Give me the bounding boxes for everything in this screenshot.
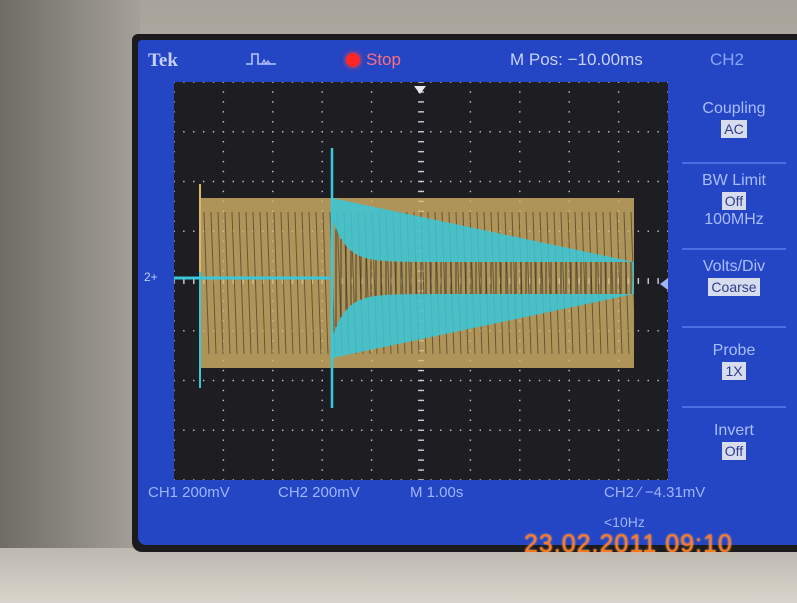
probe-button[interactable]: Probe 1X xyxy=(676,342,792,381)
waveform-display xyxy=(174,82,668,480)
probe-label: Probe xyxy=(676,342,792,360)
ch2-scale-readout: CH2 200mV xyxy=(278,484,360,501)
volts-div-label: Volts/Div xyxy=(676,258,792,276)
bw-limit-button[interactable]: BW Limit Off 100MHz xyxy=(676,172,792,229)
ch2-ground-marker-icon: 2+ xyxy=(144,270,158,284)
frequency-readout: <10Hz xyxy=(604,514,645,530)
channel-menu-title: CH2 xyxy=(710,50,744,72)
bezel-left-shadow xyxy=(0,0,140,603)
coupling-button[interactable]: Coupling AC xyxy=(676,100,792,139)
menu-divider xyxy=(682,248,786,250)
brand-logo: Tek xyxy=(148,50,178,72)
bw-limit-value: Off xyxy=(722,192,746,210)
camera-timestamp: 23.02.2011 09:10 xyxy=(524,530,733,559)
stop-icon xyxy=(346,53,360,67)
probe-value: 1X xyxy=(722,362,745,380)
run-state-label: Stop xyxy=(366,50,401,72)
menu-divider xyxy=(682,162,786,164)
channel-side-menu: Coupling AC BW Limit Off 100MHz Volts/Di… xyxy=(676,80,792,500)
horizontal-position-readout: M Pos: −10.00ms xyxy=(510,50,643,72)
ch1-scale-readout: CH1 200mV xyxy=(148,484,230,501)
coupling-label: Coupling xyxy=(676,100,792,118)
bw-limit-sub: 100MHz xyxy=(676,211,792,229)
menu-divider xyxy=(682,406,786,408)
invert-value: Off xyxy=(722,442,746,460)
oscilloscope-screen: Tek Stop M Pos: −10.00ms CH2 2+ Coupling… xyxy=(138,40,797,545)
invert-button[interactable]: Invert Off xyxy=(676,422,792,461)
volts-div-button[interactable]: Volts/Div Coarse xyxy=(676,258,792,297)
invert-label: Invert xyxy=(676,422,792,440)
menu-divider xyxy=(682,326,786,328)
volts-div-value: Coarse xyxy=(708,278,759,296)
coupling-value: AC xyxy=(721,120,746,138)
trigger-readout: CH2 ∕ −4.31mV xyxy=(604,484,705,501)
trigger-icon xyxy=(246,52,276,66)
bw-limit-label: BW Limit xyxy=(676,172,792,190)
timebase-readout: M 1.00s xyxy=(410,484,463,501)
